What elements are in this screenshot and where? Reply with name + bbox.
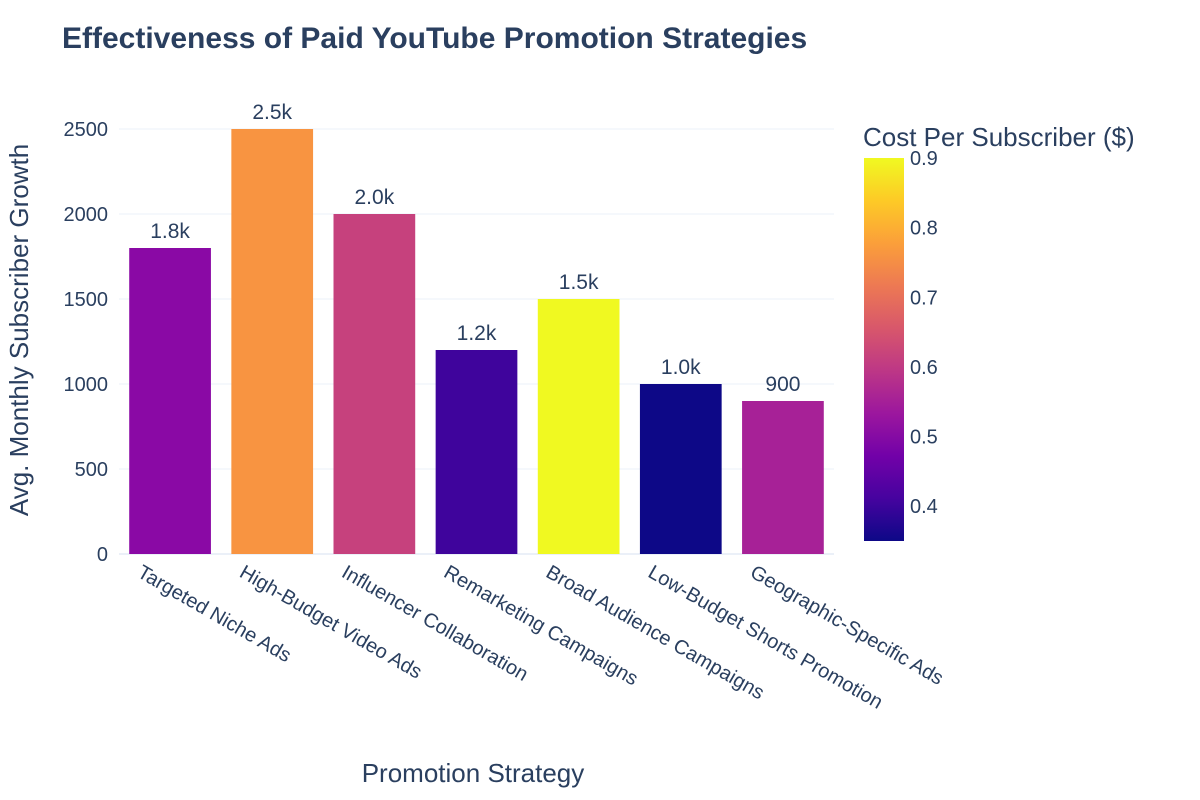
y-tick-label: 1500	[64, 289, 109, 311]
bar-data-label: 1.8k	[150, 220, 190, 243]
colorbar-tick-label: 0.8	[910, 218, 938, 240]
bar-data-label: 2.5k	[252, 101, 292, 124]
colorbar-gradient-bar	[864, 158, 904, 541]
y-tick-label: 2500	[64, 119, 109, 141]
bar	[231, 129, 314, 554]
bars	[129, 129, 824, 554]
bar	[537, 299, 620, 554]
bar-data-label: 2.0k	[355, 186, 395, 209]
bar-data-label: 1.2k	[457, 322, 497, 345]
bar-data-label: 1.5k	[559, 271, 599, 294]
bar	[435, 350, 518, 554]
colorbar-tick-label: 0.5	[910, 427, 938, 449]
colorbar-tick-label: 0.6	[910, 357, 938, 379]
colorbar-tick-label: 0.7	[910, 287, 938, 309]
y-axis-ticks: 0 500 1000 1500 2000 2500	[64, 119, 109, 566]
colorbar-title: Cost Per Subscriber ($)	[863, 122, 1135, 152]
bar	[742, 401, 824, 554]
bar-data-labels: 1.8k 2.5k 2.0k 1.2k 1.5k 1.0k 900	[150, 101, 800, 396]
y-tick-label: 1000	[64, 374, 109, 396]
bar	[333, 214, 416, 554]
colorbar: Cost Per Subscriber ($) 0.40.50.60.70.80…	[863, 122, 1135, 541]
colorbar-ticks: 0.4 0.5 0.6 0.7 0.8 0.9	[910, 148, 938, 518]
x-tick-label: Remarketing Campaigns	[440, 561, 642, 690]
y-tick-label: 2000	[64, 204, 109, 226]
y-tick-label: 500	[75, 459, 108, 481]
bar-data-label: 1.0k	[661, 356, 701, 379]
bar	[639, 384, 722, 554]
bar-data-label: 900	[765, 373, 800, 396]
colorbar-tick-label: 0.9	[910, 148, 938, 170]
x-tick-label: Influencer Collaboration	[338, 561, 532, 686]
y-tick-label: 0	[97, 544, 108, 566]
colorbar-tick-label: 0.4	[910, 496, 938, 518]
bar	[129, 248, 211, 554]
chart-title: Effectiveness of Paid YouTube Promotion …	[62, 22, 808, 55]
x-tick-label: Geographic-Specific Ads	[746, 561, 947, 690]
y-axis-label: Avg. Monthly Subscriber Growth	[4, 144, 34, 516]
x-axis-label: Promotion Strategy	[362, 758, 585, 788]
x-tick-label: High-Budget Video Ads	[236, 561, 426, 683]
